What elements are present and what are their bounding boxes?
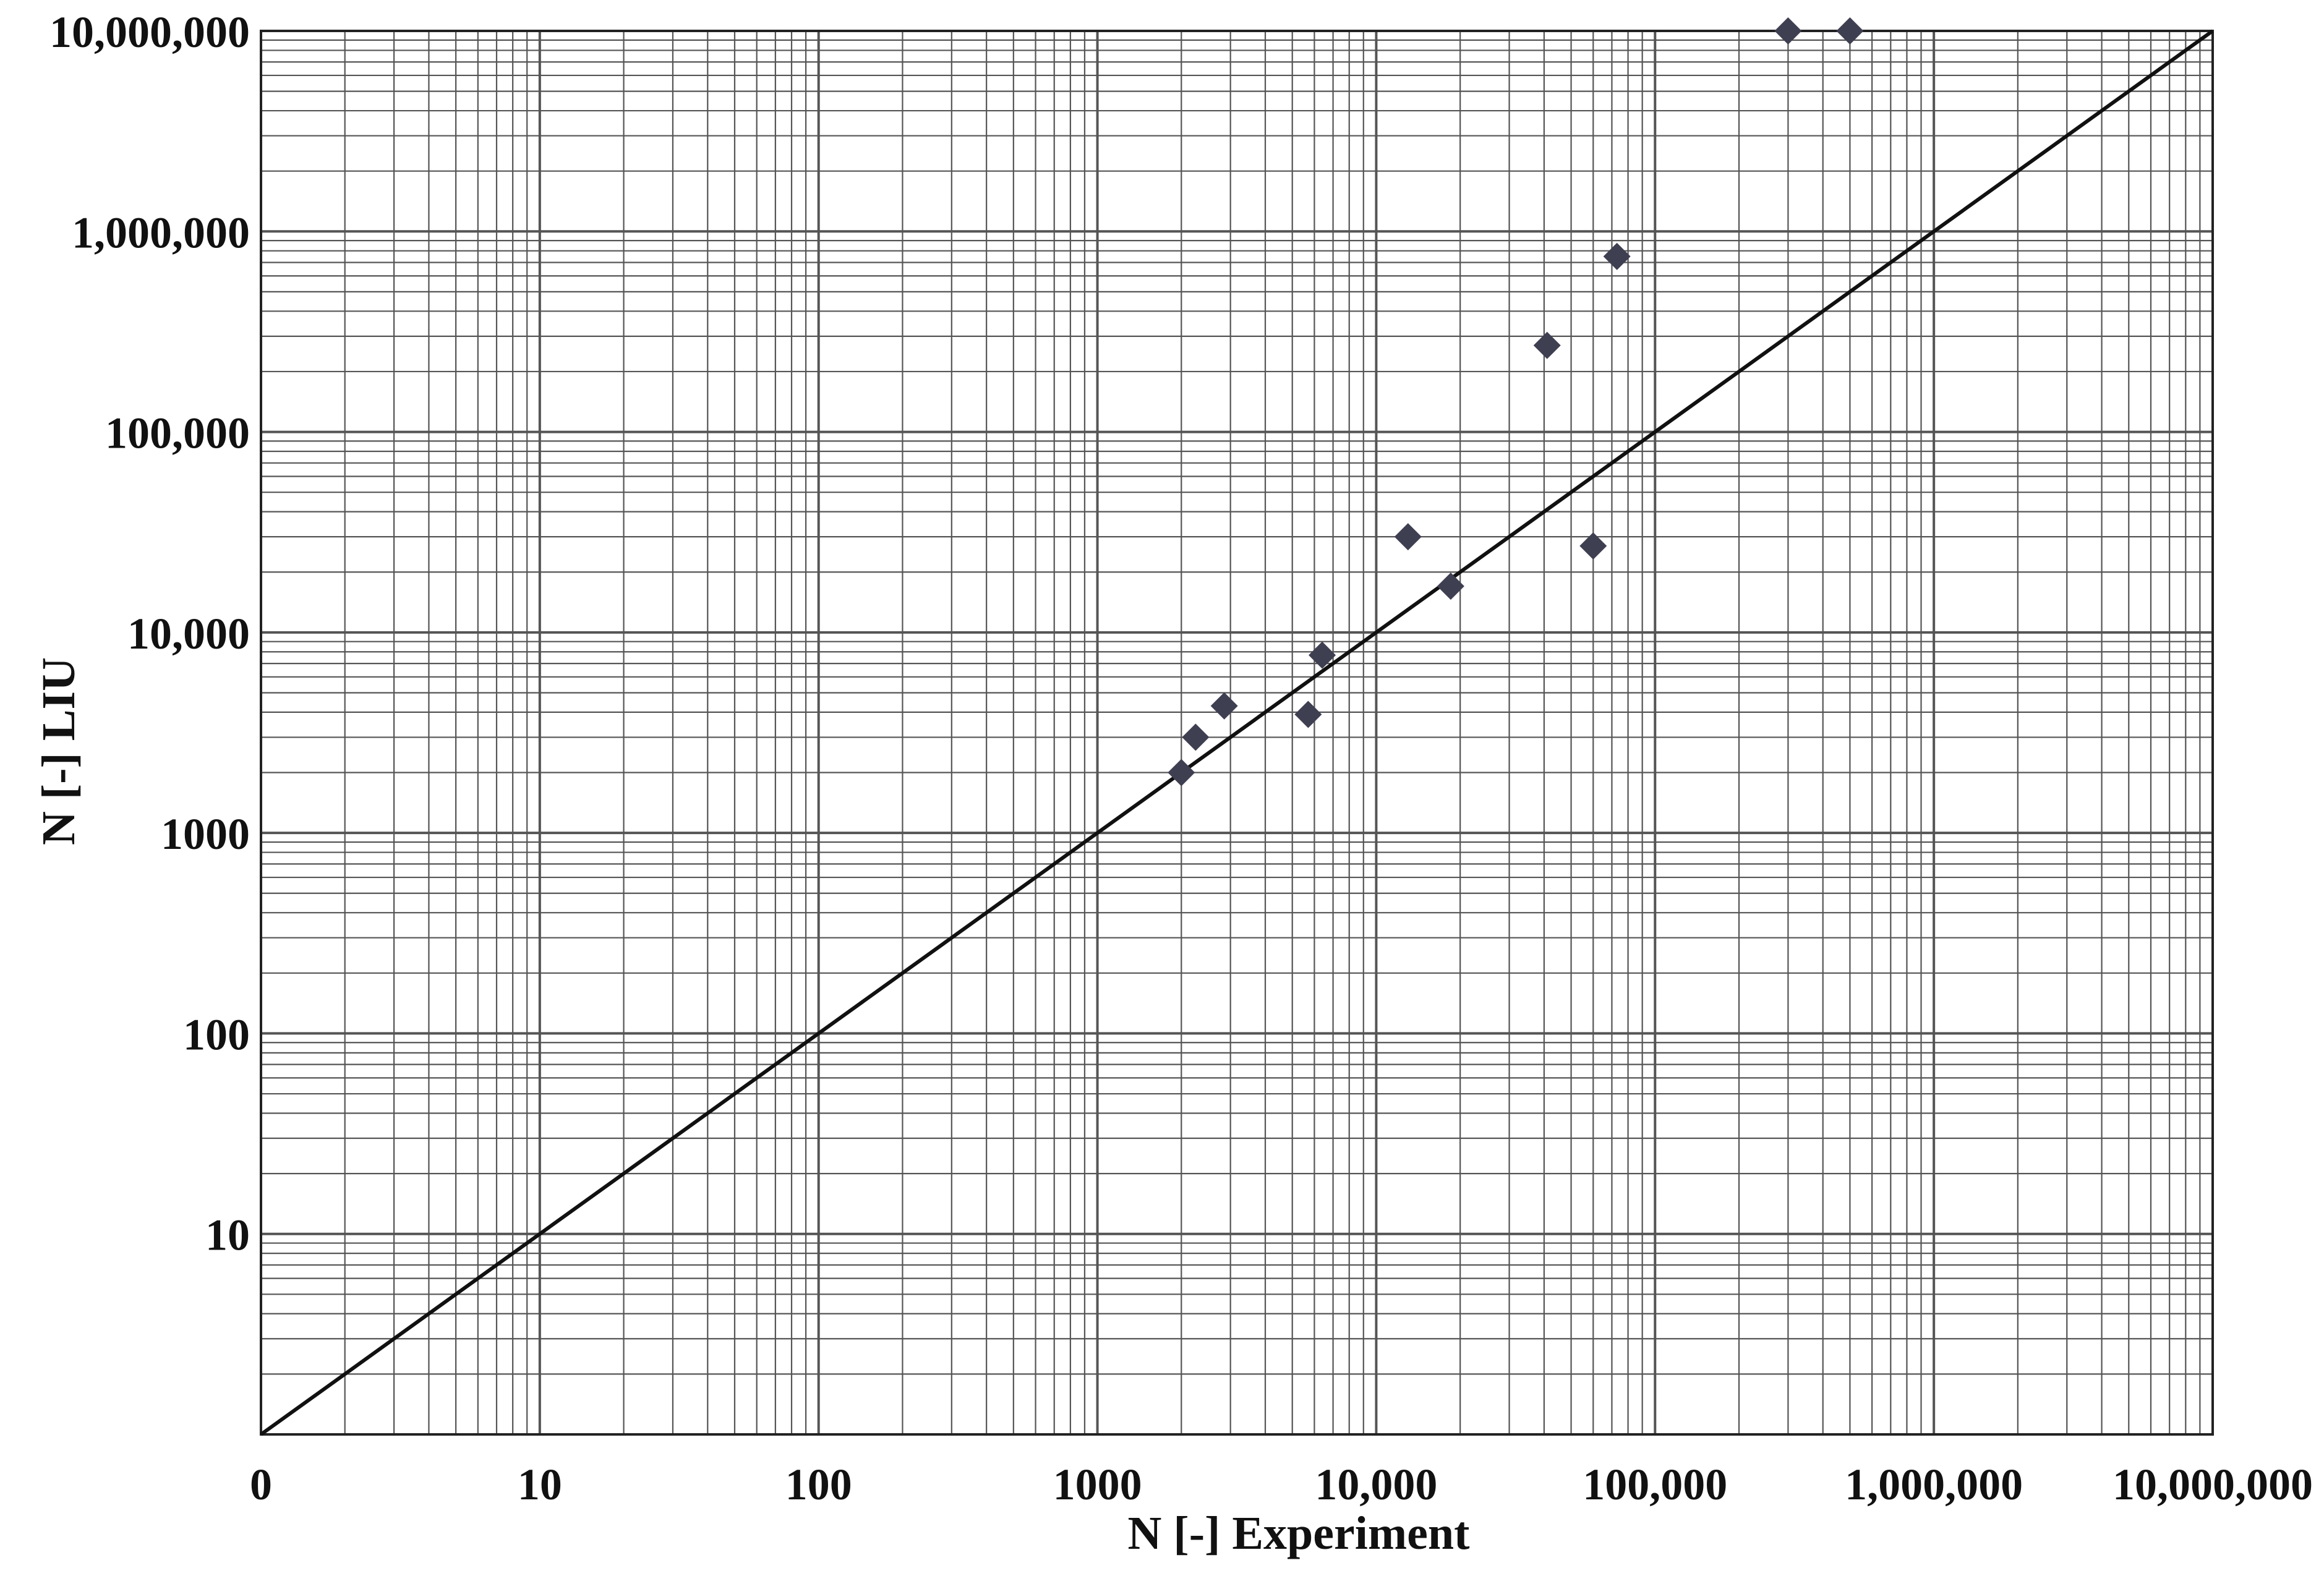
data-point: [1579, 532, 1607, 560]
x-tick-label: 1,000,000: [1845, 1460, 2023, 1509]
data-point: [1836, 17, 1864, 45]
data-point: [1168, 759, 1195, 786]
y-tick-label: 10: [205, 1211, 250, 1260]
plot-frame: [260, 30, 2214, 1436]
data-point: [1294, 701, 1322, 728]
y-axis-title: N [-] LIU: [33, 657, 85, 845]
y-tick-labels: 10 100 1000 10,000 100,000 1,000,000 10,000,00…: [49, 7, 250, 1260]
data-point: [1394, 523, 1422, 551]
y-tick-label: 100,000: [105, 409, 250, 458]
y-tick-label: 1,000,000: [72, 208, 250, 257]
x-tick-label: 10,000: [1315, 1460, 1437, 1509]
data-point: [1182, 723, 1210, 751]
grid: [260, 31, 2213, 1436]
y-tick-label: 1000: [161, 809, 250, 859]
x-tick-label: 10: [518, 1460, 562, 1509]
data-point: [1309, 641, 1336, 669]
data-point: [1210, 692, 1238, 720]
y-tick-label: 10,000,000: [49, 7, 250, 57]
reference-line: [260, 29, 2214, 1436]
data-markers: [1168, 17, 1864, 786]
data-point: [1774, 17, 1802, 45]
x-tick-label: 100: [785, 1460, 852, 1509]
data-point: [1437, 573, 1464, 600]
data-point: [1603, 242, 1631, 270]
data-point: [1533, 331, 1561, 359]
x-axis-title: N [-] Experiment: [1128, 1507, 1470, 1559]
x-tick-label: 10,000,000: [2113, 1460, 2313, 1509]
x-tick-labels: 0 10 100 1000 10,000 100,000 1,000,000 10,000,0…: [250, 1460, 2313, 1509]
x-tick-label: 100,000: [1583, 1460, 1727, 1509]
x-tick-label: 1000: [1053, 1460, 1142, 1509]
x-tick-label: 0: [250, 1460, 272, 1509]
y-tick-label: 100: [183, 1010, 250, 1059]
y-tick-label: 10,000: [127, 609, 250, 658]
